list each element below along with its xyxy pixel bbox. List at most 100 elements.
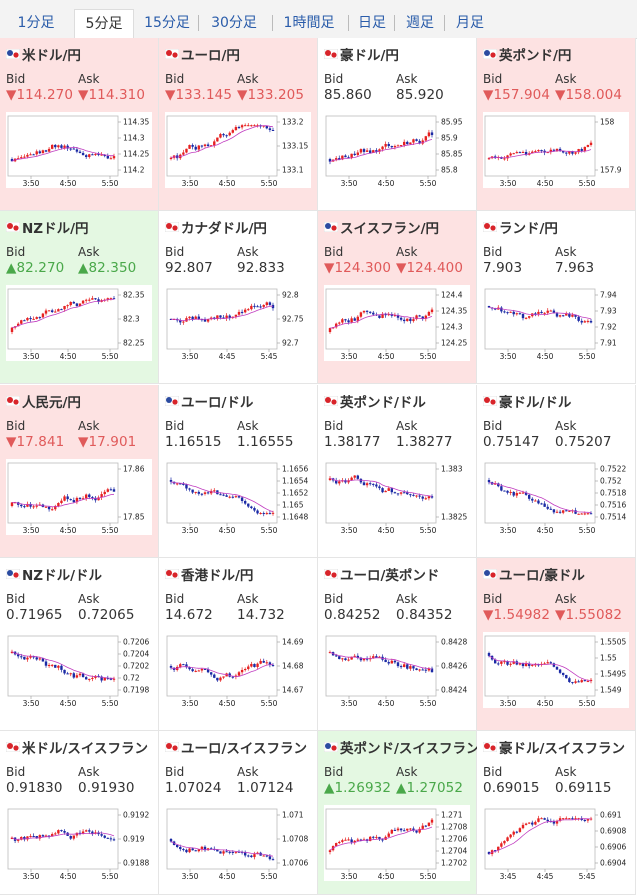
candle-body <box>216 137 219 142</box>
mini-candle-chart[interactable]: 1.271 1.2708 1.2706 1.2704 1.2702 3:50 4:50 5:5… <box>324 805 470 881</box>
mini-candle-chart[interactable]: 1.383 1.3825 3:50 4:50 5:50 <box>324 459 470 535</box>
tab-6[interactable]: 週足 <box>406 15 434 31</box>
candle-body <box>16 323 20 327</box>
currency-card[interactable]: 英ポンド/スイスフラン Bid Ask ▲1.26932 ▲1.27052 1.271 1.… <box>318 731 480 895</box>
mini-candle-chart[interactable]: 0.7206 0.7204 0.7202 0.72 0.7198 3:50 4:50 5:50 <box>6 632 152 708</box>
tab-0[interactable]: 1分足 <box>17 15 55 31</box>
currency-card[interactable]: カナダドル/円 Bid Ask 92.807 92.833 92.8 92.75 92.7 3:… <box>159 211 318 384</box>
y-tick-label: 0.7518 <box>600 489 626 498</box>
eu-jp-flag-icon <box>164 47 180 60</box>
y-tick-label: 114.3 <box>123 134 145 143</box>
candle-body <box>375 656 378 658</box>
mini-candle-chart[interactable]: 14.69 14.68 14.67 3:50 4:50 5:50 <box>165 632 311 708</box>
currency-card[interactable]: 米ドル/円 Bid Ask ▼114.270 ▼114.310 114.35 114.3 11… <box>0 38 159 211</box>
currency-card[interactable]: スイスフラン/円 Bid Ask ▼124.300 ▼124.400 124.4 124.3… <box>318 211 477 384</box>
mini-candle-chart[interactable]: 82.35 82.3 82.25 3:50 4:50 5:50 <box>6 285 152 361</box>
pair-title[interactable]: スイスフラン/円 <box>323 217 439 237</box>
candle-body <box>381 314 384 318</box>
pair-title[interactable]: ユーロ/豪ドル <box>482 564 585 584</box>
pair-title[interactable]: 英ポンド/スイスフラン <box>323 737 480 757</box>
pair-title[interactable]: 豪ドル/円 <box>323 44 399 64</box>
tab-4[interactable]: 1時間足 <box>283 15 335 31</box>
mini-candle-chart[interactable]: 0.9192 0.919 0.9188 3:50 4:50 5:50 <box>6 805 152 881</box>
tab-7[interactable]: 月足 <box>456 15 484 31</box>
currency-card[interactable]: 豪ドル/スイスフラン Bid Ask 0.69015 0.69115 0.691 0.690… <box>477 731 636 895</box>
mini-candle-chart[interactable]: 158 157.9 3:50 4:50 5:50 <box>483 112 629 188</box>
mini-candle-chart[interactable]: 17.86 17.85 3:50 4:50 5:50 <box>6 459 152 535</box>
mini-candle-chart[interactable]: 0.8428 0.8426 0.8424 3:50 4:50 5:50 <box>324 632 470 708</box>
currency-card[interactable]: 豪ドル/ドル Bid Ask 0.75147 0.75207 0.7522 0.752 0.7… <box>477 385 636 558</box>
currency-card[interactable]: 米ドル/スイスフラン Bid Ask 0.91830 0.91930 0.9192 0.91… <box>0 731 159 895</box>
tab-3[interactable]: 30分足 <box>211 15 257 31</box>
pair-title[interactable]: 香港ドル/円 <box>164 564 253 584</box>
moving-average-line <box>329 651 433 670</box>
pair-title[interactable]: 英ポンド/円 <box>482 44 571 64</box>
mini-candle-chart[interactable]: 124.4 124.35 124.3 124.25 3:50 4:50 5:50 <box>324 285 470 361</box>
candle-body <box>20 836 23 840</box>
currency-card[interactable]: ユーロ/英ポンド Bid Ask 0.84252 0.84352 0.8428 0.8426… <box>318 558 477 731</box>
currency-card[interactable]: 香港ドル/円 Bid Ask 14.672 14.732 14.69 14.68 14.67 3… <box>159 558 318 731</box>
pair-title[interactable]: ユーロ/英ポンド <box>323 564 439 584</box>
mini-candle-chart[interactable]: 114.35 114.3 114.25 114.2 3:50 4:50 5:50 <box>6 112 152 188</box>
candle-body <box>568 151 571 154</box>
candle-body <box>69 673 72 675</box>
pair-title[interactable]: ランド/円 <box>482 217 558 237</box>
currency-card[interactable]: ユーロ/豪ドル Bid Ask ▼1.54982 ▼1.55082 1.5505 1.55 1… <box>477 558 636 731</box>
bid-label: Bid <box>483 765 503 779</box>
pair-title[interactable]: NZドル/円 <box>5 217 89 237</box>
candle-body <box>424 669 428 671</box>
candle-body <box>565 510 568 512</box>
tab-2[interactable]: 15分足 <box>144 15 190 31</box>
candle-body <box>179 664 182 667</box>
pair-title[interactable]: カナダドル/円 <box>164 217 267 237</box>
pair-title[interactable]: 英ポンド/ドル <box>323 391 426 411</box>
mini-candle-chart[interactable]: 1.5505 1.55 1.5495 1.549 3:50 4:50 5:50 <box>483 632 629 708</box>
tab-1[interactable]: 5分足 <box>74 9 134 38</box>
mini-candle-chart[interactable]: 1.1656 1.1654 1.1652 1.165 1.1648 3:50 4:50 5:5… <box>165 459 311 535</box>
tab-5[interactable]: 日足 <box>358 15 386 31</box>
currency-card[interactable]: 豪ドル/円 Bid Ask 85.860 85.920 85.95 85.9 85.85 85.… <box>318 38 477 211</box>
candle-body <box>219 494 222 496</box>
candle-body <box>406 141 409 145</box>
currency-card[interactable]: 英ポンド/ドル Bid Ask 1.38177 1.38277 1.383 1.3825 3:… <box>318 385 477 558</box>
pair-title[interactable]: ユーロ/円 <box>164 44 240 64</box>
bid-value: 0.84252 <box>324 607 381 623</box>
currency-card[interactable]: 英ポンド/円 Bid Ask ▼157.904 ▼158.004 158 157.9 3:50… <box>477 38 636 211</box>
mini-candle-chart[interactable]: 7.94 7.93 7.92 7.91 3:50 4:50 5:50 <box>483 285 629 361</box>
currency-card[interactable]: ユーロ/ドル Bid Ask 1.16515 1.16555 1.1656 1.1654 1.… <box>159 385 318 558</box>
x-tick-label: 4:50 <box>219 872 236 881</box>
candle-body <box>558 148 562 151</box>
mini-candle-chart[interactable]: 0.691 0.6908 0.6906 0.6904 3:45 4:45 5:45 <box>483 805 629 881</box>
pair-title[interactable]: 豪ドル/スイスフラン <box>482 737 625 757</box>
currency-card[interactable]: NZドル/円 Bid Ask ▲82.270 ▲82.350 82.35 82.3 82.25… <box>0 211 159 384</box>
candle-body <box>182 664 185 666</box>
currency-card[interactable]: ユーロ/スイスフラン Bid Ask 1.07024 1.07124 1.071 1.070… <box>159 731 318 895</box>
mini-candle-chart[interactable]: 85.95 85.9 85.85 85.8 3:50 4:50 5:50 <box>324 112 470 188</box>
pair-title[interactable]: 米ドル/円 <box>5 44 81 64</box>
candle-body <box>206 492 210 494</box>
mini-candle-chart[interactable]: 92.8 92.75 92.7 3:50 4:45 5:45 <box>165 285 311 361</box>
pair-title[interactable]: NZドル/ドル <box>5 564 102 584</box>
pair-title[interactable]: 人民元/円 <box>5 391 81 411</box>
candle-body <box>54 144 57 148</box>
currency-card[interactable]: 人民元/円 Bid Ask ▼17.841 ▼17.901 17.86 17.85 3:50 4… <box>0 385 159 558</box>
candle-body <box>29 503 32 507</box>
mini-candle-chart[interactable]: 133.2 133.15 133.1 3:50 4:50 5:50 <box>165 112 311 188</box>
pair-title[interactable]: 米ドル/スイスフラン <box>5 737 148 757</box>
pair-title[interactable]: ユーロ/ドル <box>164 391 253 411</box>
candle-body <box>35 505 38 507</box>
x-tick-label: 3:50 <box>341 526 358 535</box>
candle-body <box>265 855 269 857</box>
currency-card[interactable]: ランド/円 Bid Ask 7.903 7.963 7.94 7.93 7.92 7.91 3:5… <box>477 211 636 384</box>
mini-candle-chart[interactable]: 1.071 1.0708 1.0706 3:50 4:50 5:50 <box>165 805 311 881</box>
currency-card[interactable]: ユーロ/円 Bid Ask ▼133.145 ▼133.205 133.2 133.15 13… <box>159 38 318 211</box>
pair-title[interactable]: 豪ドル/ドル <box>482 391 571 411</box>
mini-candle-chart[interactable]: 0.7522 0.752 0.7518 0.7516 0.7514 3:50 4:50 5:5… <box>483 459 629 535</box>
pair-title[interactable]: ユーロ/スイスフラン <box>164 737 307 757</box>
candle-body <box>203 668 207 670</box>
candle-body <box>91 154 94 156</box>
y-tick-label: 7.94 <box>600 291 617 300</box>
x-tick-label: 5:50 <box>420 526 437 535</box>
currency-card[interactable]: NZドル/ドル Bid Ask 0.71965 0.72065 0.7206 0.7204 0… <box>0 558 159 731</box>
candle-body <box>94 497 97 501</box>
